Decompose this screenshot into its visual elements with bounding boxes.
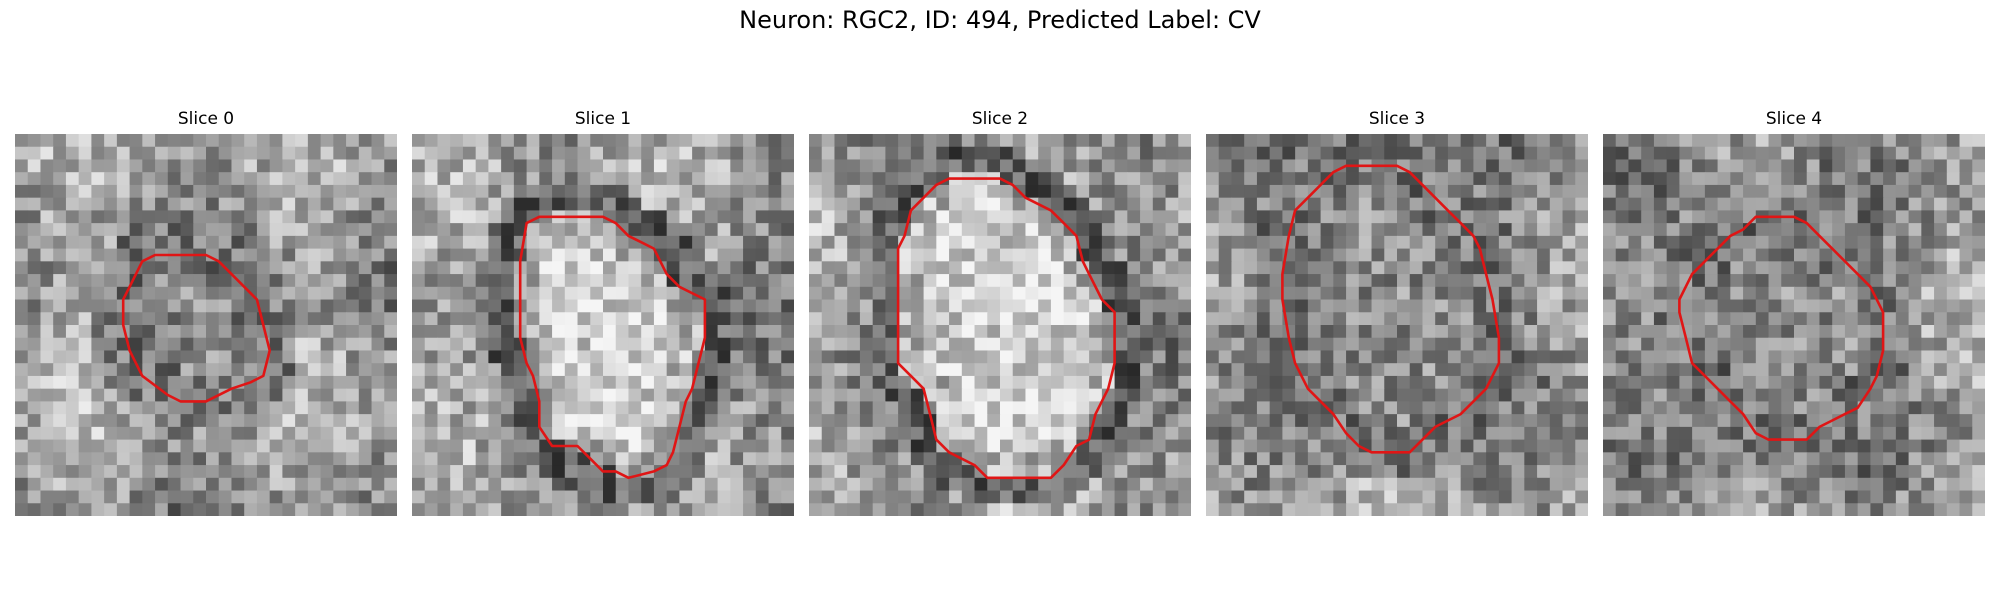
slice-3-title: Slice 3 xyxy=(1368,109,1426,129)
slice-2-svg xyxy=(809,134,1191,516)
slice-2-image xyxy=(809,134,1191,516)
slice-1-image xyxy=(412,134,794,516)
slice-0-contour xyxy=(121,253,271,403)
slice-3-svg xyxy=(1206,134,1588,516)
slice-2-title: Slice 2 xyxy=(971,109,1029,129)
slice-3-image xyxy=(1206,134,1588,516)
slice-1-contour xyxy=(518,215,707,480)
slice-2-contour xyxy=(896,177,1116,480)
slice-4-svg xyxy=(1603,134,1985,516)
slice-0-title: Slice 0 xyxy=(177,109,235,129)
slice-1-svg xyxy=(412,134,794,516)
slice-0-svg xyxy=(15,134,397,516)
slice-1-title: Slice 1 xyxy=(574,109,632,129)
slice-4-image xyxy=(1603,134,1985,516)
figure-title: Neuron: RGC2, ID: 494, Predicted Label: … xyxy=(739,6,1261,34)
slice-4-contour xyxy=(1678,215,1885,441)
slice-3-contour xyxy=(1281,164,1501,454)
slice-0-image xyxy=(15,134,397,516)
slice-4-title: Slice 4 xyxy=(1765,109,1823,129)
